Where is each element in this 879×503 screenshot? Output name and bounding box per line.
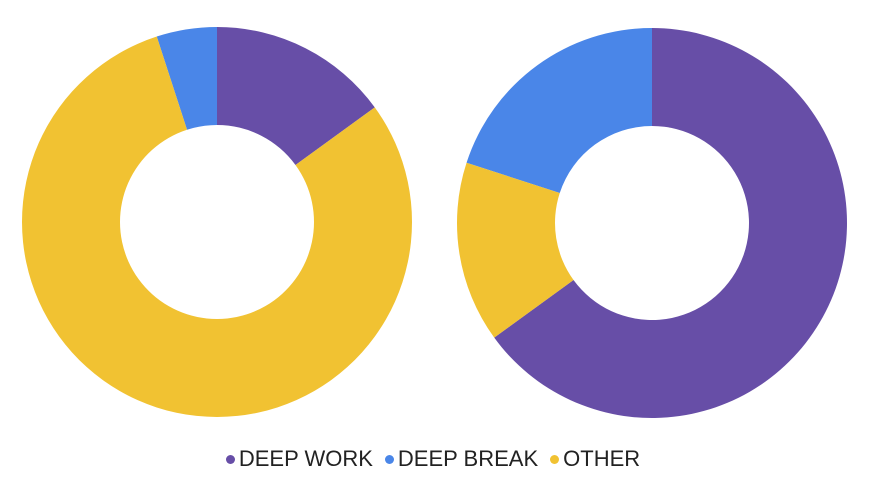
donut-slice xyxy=(156,27,217,130)
legend-label: DEEP WORK xyxy=(238,446,373,471)
legend-item: OTHER xyxy=(550,446,640,472)
donut-slice xyxy=(466,28,652,194)
legend-item: DEEP WORK xyxy=(225,446,373,472)
legend-dot xyxy=(384,454,394,464)
legend-label: DEEP BREAK xyxy=(397,446,539,471)
donut-slice xyxy=(494,28,847,418)
legend: DEEP WORK DEEP BREAK OTHER xyxy=(0,446,866,472)
donut-slice xyxy=(217,27,375,165)
chart xyxy=(21,27,847,418)
legend-label: OTHER xyxy=(563,446,641,471)
legend-dot xyxy=(225,454,235,464)
legend-item: DEEP BREAK xyxy=(384,446,539,472)
legend-dot xyxy=(550,454,560,464)
donut-slice xyxy=(21,36,412,418)
donut-slice xyxy=(456,162,574,338)
